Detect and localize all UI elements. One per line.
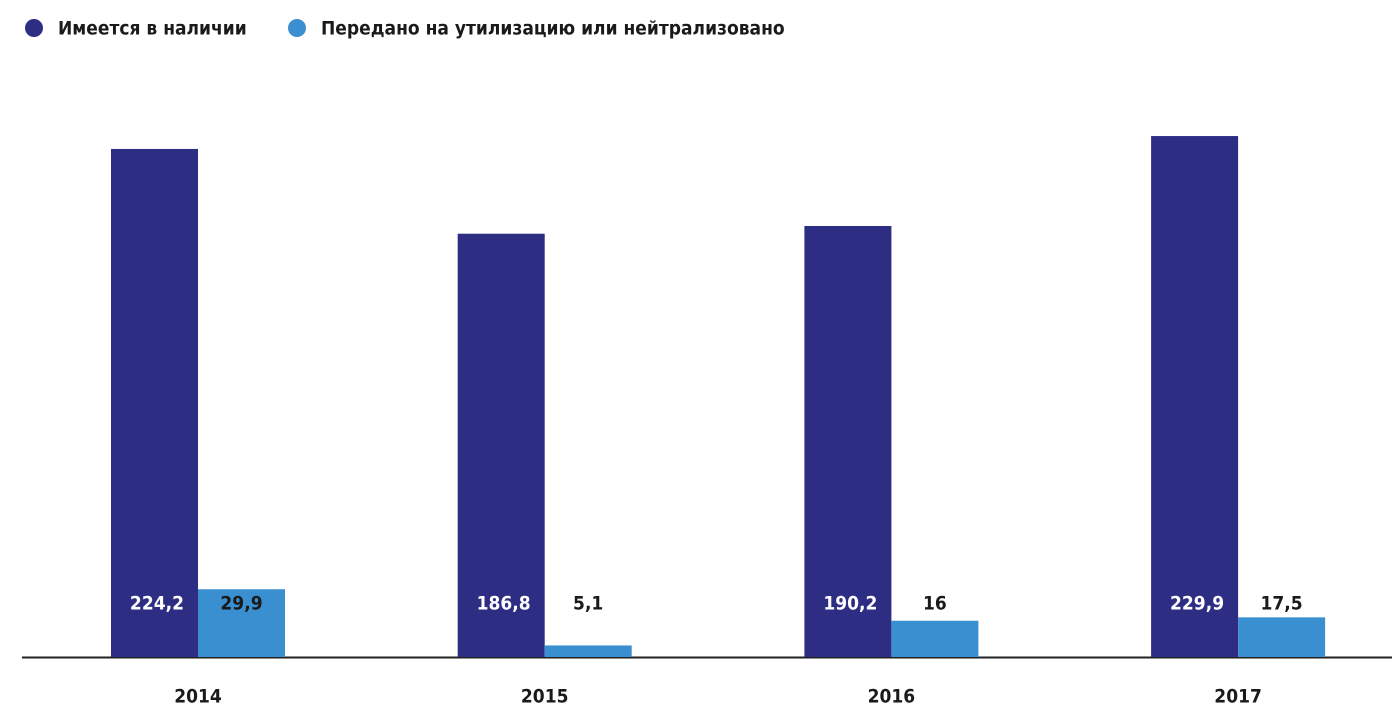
x-tick-label: 2017 (1214, 686, 1262, 708)
value-label: 190,2 (823, 593, 877, 615)
bar (111, 148, 198, 657)
legend-label: Передано на утилизацию или нейтрализован… (321, 18, 785, 40)
x-tick-label: 2014 (174, 686, 222, 708)
bar (804, 226, 892, 657)
value-label: 186,8 (477, 593, 531, 615)
bar (1238, 617, 1326, 657)
value-label: 224,2 (130, 593, 184, 615)
bar (891, 620, 979, 657)
legend-marker (288, 19, 306, 37)
value-label: 29,9 (220, 593, 262, 615)
bar (1151, 136, 1239, 657)
value-label: 5,1 (573, 593, 603, 615)
value-label: 16 (923, 593, 947, 615)
bar (198, 589, 285, 657)
bar (457, 233, 545, 658)
legend-marker (25, 19, 43, 37)
x-tick-label: 2015 (521, 686, 569, 708)
legend-label: Имеется в наличии (58, 18, 247, 40)
bar (544, 645, 632, 657)
x-tick-label: 2016 (868, 686, 916, 708)
value-label: 17,5 (1261, 593, 1303, 615)
value-label: 229,9 (1170, 593, 1224, 615)
